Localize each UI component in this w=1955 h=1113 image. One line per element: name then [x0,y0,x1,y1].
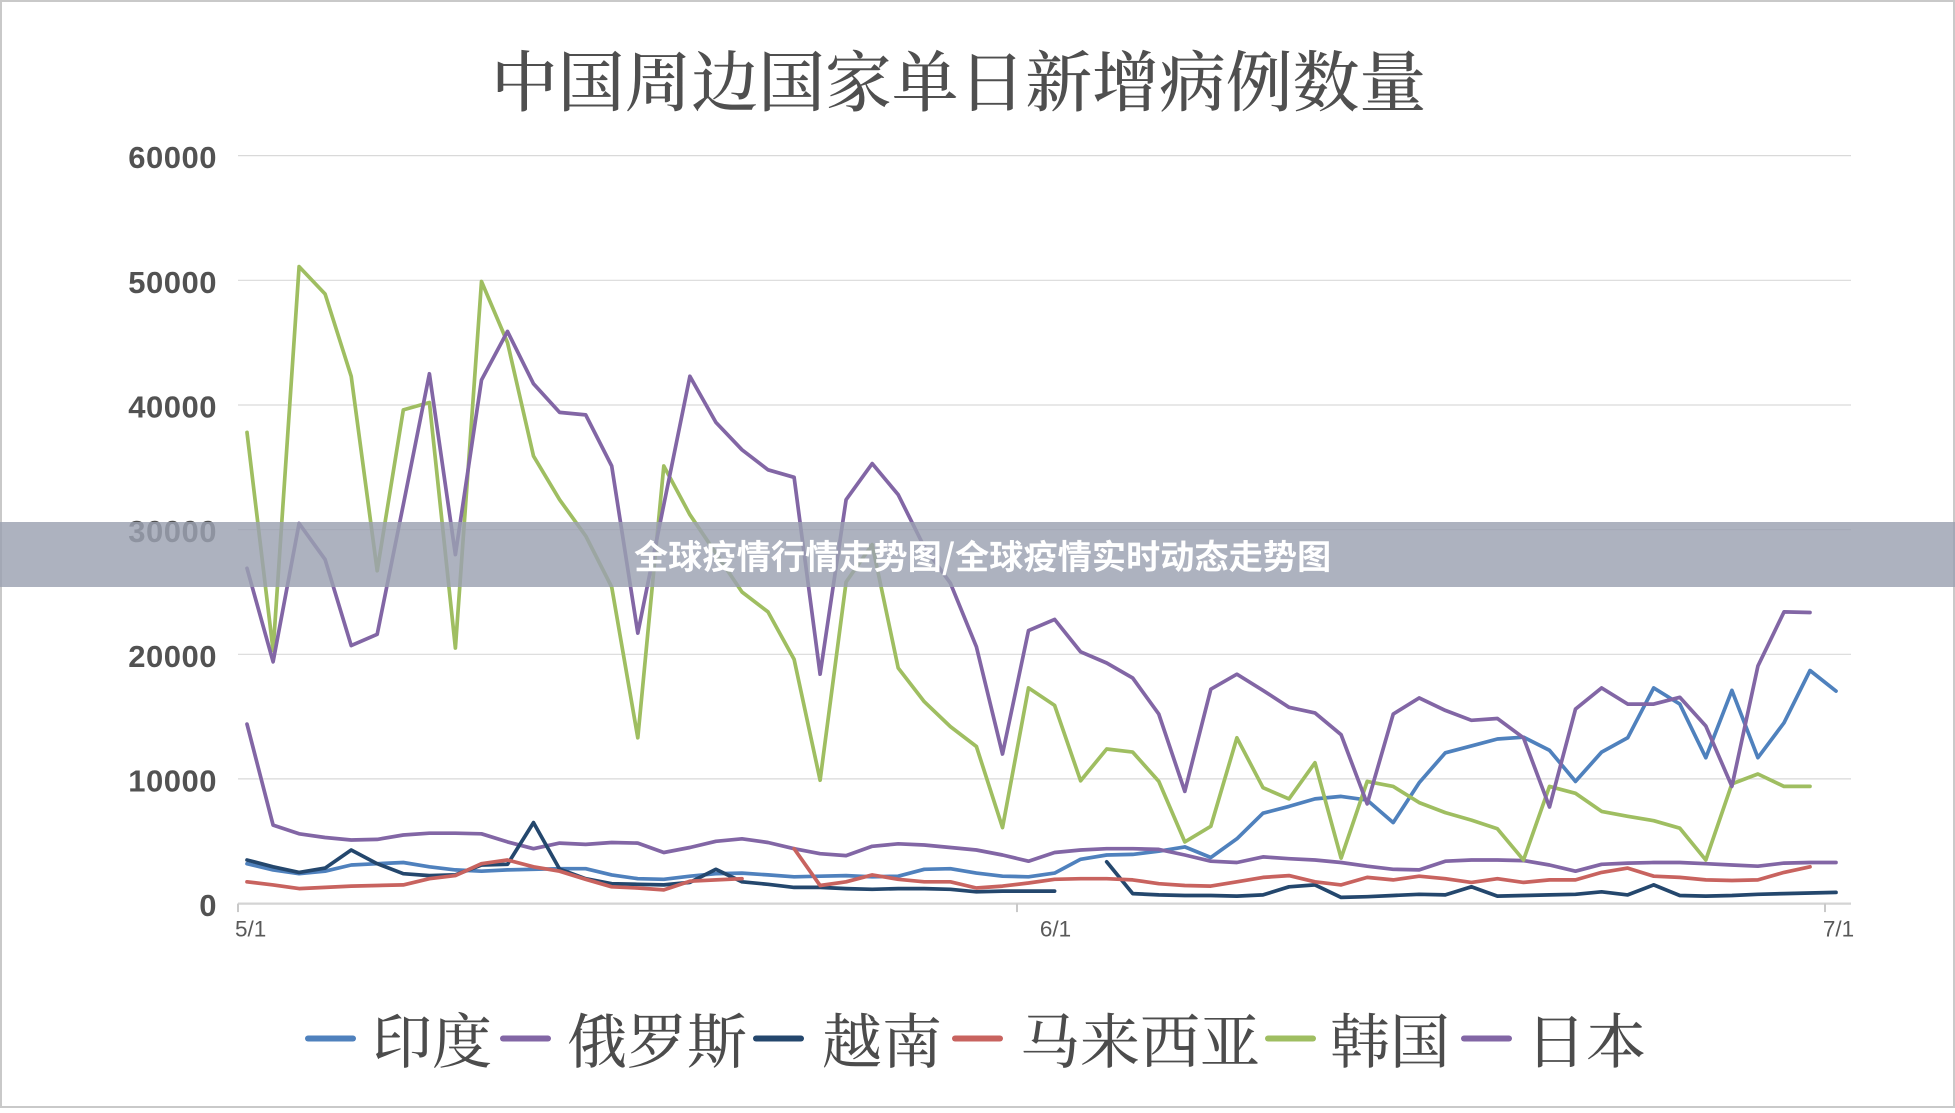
svg-text:10000: 10000 [128,763,217,798]
svg-text:60000: 60000 [128,140,217,175]
svg-text:5/1: 5/1 [235,917,266,942]
svg-text:7/1: 7/1 [1823,917,1854,942]
svg-text:50000: 50000 [128,265,217,300]
svg-text:6/1: 6/1 [1040,917,1071,942]
svg-text:20000: 20000 [128,639,217,674]
svg-text:0: 0 [199,888,217,923]
svg-text:40000: 40000 [128,390,217,425]
